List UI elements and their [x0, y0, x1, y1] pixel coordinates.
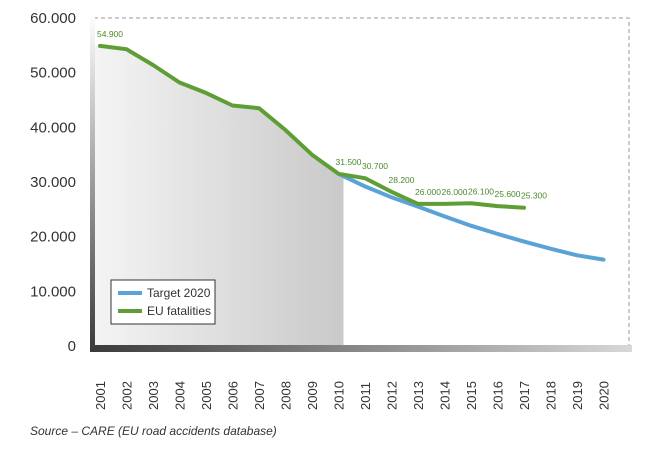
source-note: Source – CARE (EU road accidents databas…	[30, 424, 277, 438]
y-tick-label: 30.000	[30, 174, 76, 191]
x-tick-label: 2006	[226, 381, 241, 410]
x-tick-label: 2017	[517, 381, 532, 410]
data-label: 31.500	[336, 157, 362, 167]
legend-label-eu-fatalities: EU fatalities	[147, 304, 211, 318]
x-tick-label: 2011	[358, 382, 373, 410]
x-tick-label: 2015	[464, 381, 479, 410]
data-label: 25.300	[521, 191, 547, 201]
legend-box	[110, 279, 216, 325]
x-axis-bar	[90, 345, 632, 352]
data-label: 28.200	[389, 175, 415, 185]
x-tick-label: 2012	[385, 381, 400, 410]
x-tick-label: 2002	[120, 381, 135, 410]
y-tick-label: 60.000	[30, 10, 76, 27]
legend-label-target-2020: Target 2020	[147, 286, 211, 300]
x-tick-label: 2003	[146, 381, 161, 410]
x-tick-label: 2007	[252, 381, 267, 410]
x-tick-label: 2014	[438, 381, 453, 410]
x-tick-label: 2010	[332, 381, 347, 410]
shaded-region	[95, 45, 344, 347]
x-tick-label: 2020	[597, 381, 612, 410]
series-line-eu-fatalities	[98, 43, 526, 210]
y-tick-label: 20.000	[30, 229, 76, 246]
data-label: 30.700	[362, 161, 388, 171]
x-tick-label: 2018	[544, 381, 559, 410]
x-tick-label: 2016	[491, 381, 506, 410]
x-tick-label: 2009	[305, 381, 320, 410]
x-tick-label: 2013	[411, 381, 426, 410]
data-label: 26.100	[468, 186, 494, 196]
y-tick-label: 50.000	[30, 65, 76, 82]
line-chart: 0 10.000 20.000 30.000 40.000 50.000 60.000 20…	[30, 10, 632, 410]
x-tick-label: 2001	[93, 381, 108, 410]
data-label: 26.000	[442, 187, 468, 197]
x-tick-label: 2005	[199, 381, 214, 410]
x-tick-label: 2008	[279, 381, 294, 410]
legend: Target 2020 EU fatalities	[110, 279, 216, 325]
y-tick-label: 40.000	[30, 119, 76, 136]
y-tick-label: 10.000	[30, 283, 76, 300]
plot-frame	[93, 17, 630, 350]
data-label: 54.900	[97, 29, 123, 39]
series-line-target-2020	[336, 171, 606, 262]
y-tick-label: 0	[68, 338, 76, 355]
x-tick-label: 2019	[570, 381, 585, 410]
data-label: 25.600	[495, 189, 521, 199]
x-tick-label: 2004	[173, 381, 188, 410]
data-label: 26.000	[415, 187, 441, 197]
y-axis-bar	[90, 14, 95, 352]
